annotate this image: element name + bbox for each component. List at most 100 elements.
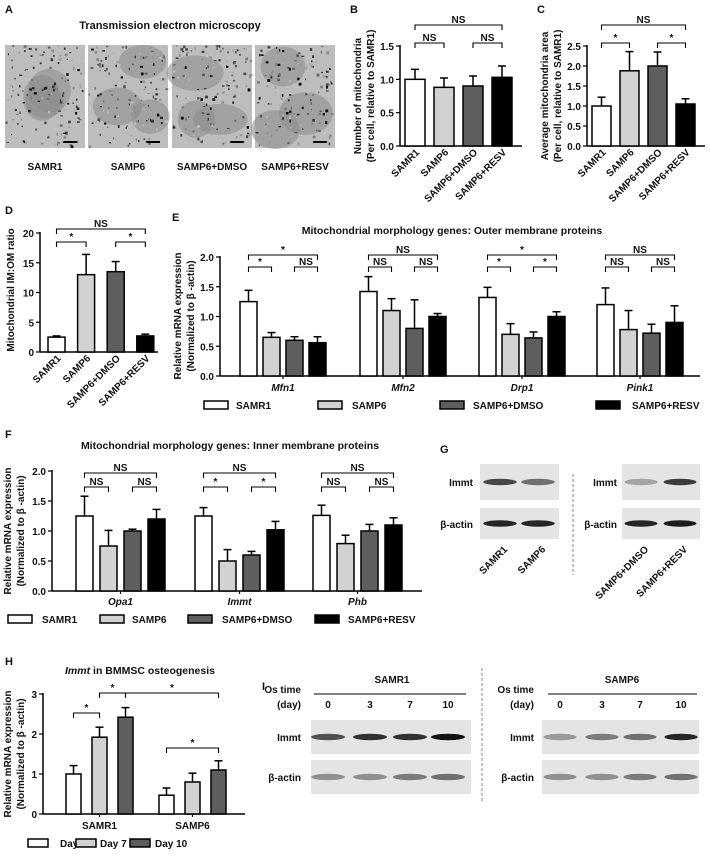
chart-e: 0.0 0.5 1.0 1.5 2.0 Relative mRNA expression(… [173, 225, 700, 412]
significance-label: NS [656, 257, 670, 268]
bar [382, 309, 401, 377]
significance-bracket [600, 24, 687, 30]
bar [647, 65, 668, 147]
blot-band [311, 733, 345, 741]
panel-label-e: E [172, 212, 179, 224]
blot-band [483, 478, 517, 486]
significance-label: * [85, 703, 89, 714]
bar [218, 560, 237, 592]
y-axis-label: Average mitochondria area [540, 31, 551, 160]
y-axis-label: (Normalized to β -actin) [186, 260, 197, 371]
blot-band [393, 733, 427, 741]
bar [591, 105, 612, 147]
legend-swatch [75, 838, 97, 848]
significance-bracket [247, 254, 319, 260]
significance-bracket [532, 266, 558, 272]
y-tick-label: 1.5 [200, 283, 214, 294]
blot-band [664, 733, 698, 741]
chart-title: Mitochondrial morphology genes: Outer me… [302, 225, 603, 237]
blot-group-title: SAMP6 [605, 675, 640, 686]
significance-bracket [202, 486, 229, 492]
lane-label: SAMP6 [516, 544, 548, 576]
y-axis-label: (Normalized to β -actin) [16, 698, 27, 809]
blot-band [393, 773, 427, 781]
blot-band [543, 773, 577, 781]
blot-row-label: β-actin [268, 773, 301, 784]
blot-band [521, 520, 555, 527]
significance-bracket [486, 254, 558, 260]
legend-label: Day 7 [100, 839, 127, 850]
chart-c: 0.0 0.5 1.0 1.5 2.0 2.5 Average mitochondria a… [540, 15, 705, 205]
chart-title: Immt in BMMSC osteogenesis [65, 665, 215, 677]
bar [147, 518, 166, 592]
bar [65, 773, 82, 815]
chart-h: 0 1 2 3 Relative mRNA expression (Normalized … [3, 665, 245, 850]
y-tick-label: 1 [31, 770, 37, 781]
bar [524, 337, 543, 377]
significance-bracket [83, 472, 158, 478]
significance-bracket [293, 266, 319, 272]
significance-label: NS [90, 477, 104, 488]
tem-micrograph [166, 45, 253, 148]
y-tick-label: 1.0 [567, 102, 581, 113]
significance-label: NS [299, 257, 313, 268]
bar [117, 716, 134, 815]
bar [312, 514, 331, 592]
day-label: 0 [325, 700, 331, 711]
western-blot-immt [542, 720, 699, 754]
western-blot-actin [480, 508, 559, 539]
significance-bracket [247, 266, 273, 272]
legend-swatch [317, 400, 343, 410]
day-unit-label: (day) [510, 700, 534, 711]
legend-label: SAMR1 [236, 401, 271, 412]
legend-label: SAMP6+RESV [348, 615, 416, 626]
y-tick-label: 0.5 [567, 122, 581, 133]
y-tick-label: 1.0 [32, 527, 46, 538]
y-tick-label: 2.0 [32, 467, 46, 478]
tem-micrograph [251, 45, 335, 150]
y-axis-label: Relative mRNA expression [173, 253, 184, 380]
bar [642, 332, 661, 377]
significance-bracket [115, 241, 146, 247]
legend-label: SAMP6+DMSO [473, 401, 544, 412]
bar [308, 341, 327, 377]
bar [242, 554, 261, 592]
x-category-label: SAMR1 [31, 353, 64, 386]
y-tick-label: 0.5 [200, 342, 214, 353]
y-tick-label: 1.0 [200, 313, 214, 324]
bar [433, 86, 455, 147]
blot-band [521, 478, 555, 486]
os-time-label: Os time [264, 685, 301, 696]
panel-label-g: G [440, 444, 449, 456]
bar [501, 333, 520, 377]
significance-bracket [604, 254, 676, 260]
bar [184, 781, 201, 815]
significance-label: * [614, 33, 618, 44]
blot-band [585, 773, 619, 781]
significance-label: * [214, 477, 218, 488]
y-tick-label: 0.0 [200, 372, 214, 383]
significance-bracket [202, 472, 277, 478]
bar [404, 78, 426, 147]
legend-swatch [314, 614, 340, 624]
significance-label: NS [351, 463, 365, 474]
legend-swatch [439, 400, 465, 410]
bar [285, 339, 304, 377]
y-tick-label: 0.0 [567, 142, 581, 153]
blot-band [664, 773, 698, 781]
bar [91, 736, 108, 815]
bar [547, 315, 566, 377]
x-group-label: SAMR1 [82, 821, 117, 832]
significance-bracket [413, 266, 439, 272]
legend-swatch [7, 614, 33, 624]
blot-band [663, 520, 697, 527]
significance-bracket [486, 266, 512, 272]
significance-bracket [472, 42, 503, 48]
western-blot-immt [480, 464, 559, 500]
y-tick-label: 0.5 [380, 109, 394, 120]
significance-bracket [600, 42, 631, 48]
os-time-label: Os time [497, 685, 534, 696]
significance-label: NS [637, 15, 651, 26]
blot-row-label: Immt [510, 733, 535, 744]
